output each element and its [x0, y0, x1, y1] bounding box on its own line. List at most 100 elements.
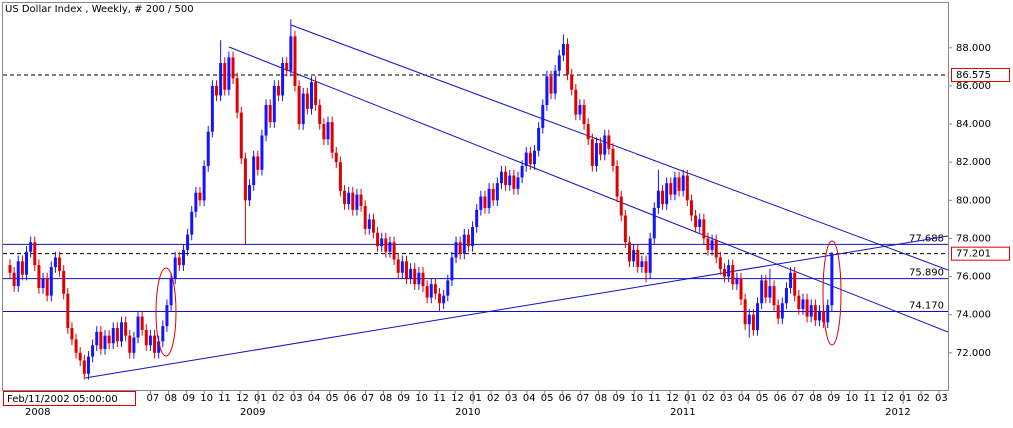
x-tick-label: 01 — [469, 393, 482, 404]
year-label: 2012 — [885, 407, 910, 418]
trendline — [228, 46, 948, 333]
candle-body — [491, 188, 495, 201]
candle-body — [20, 261, 24, 275]
candle-body — [504, 171, 508, 186]
candle-body — [718, 257, 722, 269]
candle-body — [644, 261, 648, 273]
x-tick-label: 10 — [630, 393, 643, 404]
x-tick-label: 11 — [433, 393, 446, 404]
x-tick-label: 02 — [702, 393, 715, 404]
candle-body — [421, 272, 425, 287]
candle-body — [578, 104, 582, 115]
candle-body — [429, 284, 433, 298]
candle-body — [450, 257, 454, 281]
x-tick-label: 02 — [487, 393, 500, 404]
candle-body — [776, 305, 780, 319]
candle-body — [293, 36, 297, 86]
highlight-ellipse — [155, 267, 177, 357]
candle-body — [446, 280, 450, 296]
candle-body — [665, 183, 669, 205]
candle-body — [16, 261, 20, 287]
candle-body — [248, 185, 252, 201]
candle-body — [210, 85, 214, 132]
candle-body — [685, 175, 689, 201]
x-tick-label: 07 — [577, 393, 590, 404]
candle-body — [103, 335, 107, 350]
candle-body — [186, 234, 190, 250]
candle-body — [545, 76, 549, 105]
x-tick-label: 10 — [845, 393, 858, 404]
candle-body — [409, 268, 413, 279]
trendlines — [84, 24, 948, 379]
candle-body — [731, 265, 735, 285]
candle-body — [656, 190, 660, 208]
candle-body — [8, 265, 12, 273]
x-tick-label: 11 — [648, 393, 661, 404]
x-tick-label: 08 — [810, 393, 823, 404]
candle-body — [516, 177, 520, 189]
x-tick-label: 03 — [935, 393, 948, 404]
y-tick-label: 86.000 — [956, 81, 991, 92]
candle-body — [537, 127, 541, 151]
candle-body — [12, 272, 16, 287]
x-tick-label: 05 — [541, 393, 554, 404]
candle-body — [70, 328, 74, 340]
candle-body — [648, 238, 652, 273]
candle-body — [272, 85, 276, 123]
candle-body — [780, 303, 784, 319]
y-tick-label: 76.000 — [956, 272, 991, 283]
time-axis: 07 08 09 10 11 12 01 02 03 04 05 06 07 08 09 10 11 12 01 02… — [25, 390, 948, 418]
candle-body — [177, 257, 181, 266]
candle-body — [153, 335, 157, 353]
candle-body — [677, 177, 681, 191]
x-tick-label: 06 — [344, 393, 357, 404]
candle-body — [25, 251, 29, 275]
y-tick-label: 84.000 — [956, 119, 991, 130]
candle-body — [215, 85, 218, 96]
candle-body — [689, 200, 693, 216]
x-tick-label: 08 — [164, 393, 177, 404]
candle-body — [661, 190, 665, 205]
plot-frame — [2, 2, 949, 391]
x-tick-label: 01 — [684, 393, 697, 404]
candle-body — [694, 215, 698, 228]
candle-body — [681, 175, 685, 191]
candle-body — [33, 242, 37, 266]
cursor-date-box — [3, 391, 136, 406]
candle-body — [528, 152, 532, 165]
candle-body — [371, 219, 375, 233]
candle-body — [380, 238, 384, 247]
candle-body — [433, 284, 437, 294]
candle-body — [570, 74, 574, 90]
candle-body — [219, 63, 223, 96]
candle-body — [169, 278, 173, 306]
candle-body — [466, 234, 470, 247]
candle-body — [231, 57, 235, 79]
x-tick-label: 01 — [899, 393, 912, 404]
candle-body — [45, 278, 49, 296]
x-tick-label: 08 — [595, 393, 608, 404]
candle-body — [628, 242, 631, 262]
candle-body — [140, 316, 144, 330]
cursor-date: Feb/11/2002 05:00:00 — [7, 394, 118, 405]
candle-body — [41, 278, 45, 289]
x-tick-label: 02 — [917, 393, 930, 404]
candle-body — [95, 331, 99, 346]
candle-body — [223, 63, 227, 90]
candle-body — [351, 192, 355, 210]
candle-body — [338, 162, 342, 191]
candle-body — [334, 152, 338, 163]
highlight-ellipse — [822, 240, 842, 346]
candle-body — [438, 293, 442, 304]
x-tick-label: 09 — [182, 393, 195, 404]
candle-body — [314, 82, 318, 105]
candle-body — [751, 314, 755, 330]
candle-body — [289, 36, 293, 71]
candle-body — [198, 192, 202, 201]
candle-body — [326, 122, 330, 140]
candle-body — [37, 265, 41, 289]
candle-body — [202, 165, 206, 201]
x-tick-label: 03 — [720, 393, 733, 404]
x-tick-label: 04 — [523, 393, 536, 404]
candle-body — [586, 124, 590, 140]
